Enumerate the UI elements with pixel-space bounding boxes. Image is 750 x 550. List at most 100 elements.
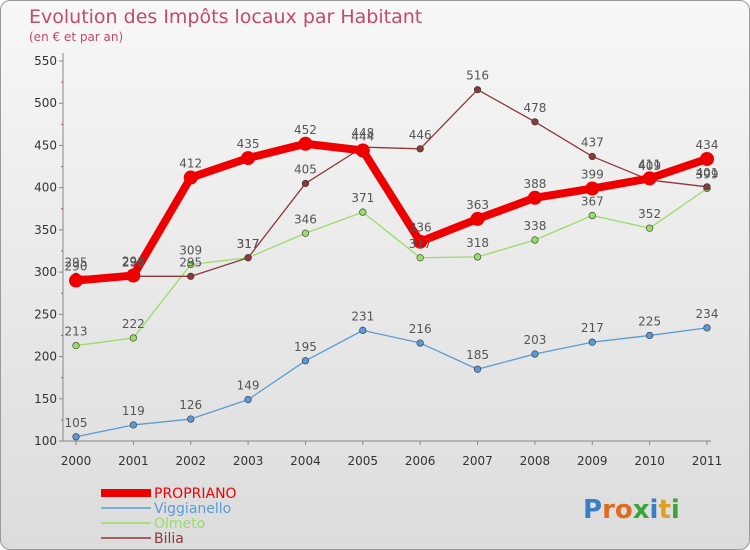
data-label: 119 (122, 404, 145, 418)
data-label: 317 (237, 237, 260, 251)
data-point (642, 171, 657, 186)
data-point (187, 272, 195, 280)
data-label: 336 (409, 221, 432, 235)
data-point (355, 143, 370, 158)
x-tick-label: 2006 (405, 454, 436, 468)
data-label: 105 (65, 416, 88, 430)
y-tick-label: 500 (34, 96, 57, 110)
data-point (301, 357, 310, 365)
data-point (241, 151, 256, 166)
data-point (646, 224, 654, 232)
data-point (646, 331, 654, 340)
data-label: 412 (179, 157, 202, 171)
data-label: 516 (466, 69, 489, 83)
x-tick-label: 2011 (692, 454, 723, 468)
logo-letter: i (650, 495, 659, 525)
data-label: 352 (638, 207, 661, 221)
data-point (183, 170, 198, 185)
series-viggianello (72, 324, 711, 441)
x-tick-label: 2000 (61, 454, 92, 468)
data-point (588, 152, 596, 161)
x-tick-label: 2002 (175, 454, 206, 468)
data-label: 149 (237, 379, 260, 393)
data-label: 434 (696, 138, 719, 152)
y-tick-label: 400 (34, 181, 57, 195)
data-label: 185 (466, 348, 489, 362)
logo-letter: P (583, 495, 602, 525)
data-point (187, 415, 195, 423)
data-point (473, 253, 482, 261)
data-point (588, 338, 596, 346)
data-label: 203 (523, 333, 546, 347)
series-line (76, 89, 708, 277)
data-label: 444 (351, 130, 374, 144)
data-label: 371 (351, 191, 374, 205)
legend-entry: PROPRIANO (154, 486, 237, 502)
y-tick-label: 100 (34, 434, 57, 448)
legend-entry: Olmeto (154, 516, 205, 532)
x-tick-label: 2010 (634, 454, 665, 468)
data-label: 295 (179, 255, 202, 269)
data-label: 452 (294, 123, 317, 137)
data-point (473, 86, 482, 94)
data-label: 399 (696, 168, 719, 182)
data-label: 317 (409, 237, 432, 251)
data-point (187, 260, 195, 269)
data-point (703, 183, 711, 191)
logo-letter: o (615, 495, 633, 525)
data-label: 234 (696, 307, 719, 321)
x-tick-label: 2003 (233, 454, 264, 468)
x-tick-label: 2007 (462, 454, 493, 468)
y-tick-label: 550 (34, 54, 57, 68)
data-point (416, 339, 424, 347)
data-point (301, 179, 310, 188)
data-label: 216 (409, 322, 432, 336)
data-label: 448 (351, 126, 374, 140)
chart-title: Evolution des Impôts locaux par Habitant (29, 6, 422, 28)
proxiti-logo: Proxiti (583, 495, 680, 525)
data-point (359, 326, 367, 334)
data-label: 222 (122, 317, 145, 331)
series-line (75, 139, 709, 285)
data-point (531, 118, 539, 126)
data-point (244, 396, 252, 404)
data-label: 437 (581, 135, 604, 149)
data-labels: 105 119 126 149 195 231 216 185 203 217 225 234 213 2… (65, 69, 719, 430)
data-label: 295 (65, 255, 88, 269)
data-label: 446 (409, 128, 432, 142)
x-tick-label: 2005 (348, 454, 379, 468)
data-label: 363 (466, 198, 489, 212)
data-label: 290 (65, 260, 88, 274)
data-point (72, 433, 80, 441)
data-label: 401 (696, 166, 719, 180)
data-point (72, 341, 80, 350)
data-point (301, 229, 310, 237)
x-tick-label: 2004 (290, 454, 321, 468)
logo-letter: t (658, 495, 670, 525)
y-tick-label: 150 (34, 392, 57, 406)
data-point (531, 236, 539, 244)
data-label: 367 (581, 195, 604, 209)
data-point (129, 334, 137, 342)
data-label: 346 (294, 212, 317, 226)
y-tick-label: 200 (34, 350, 57, 364)
data-point (527, 190, 542, 205)
y-tick-label: 350 (34, 223, 57, 237)
data-point (69, 273, 83, 288)
data-point (416, 254, 424, 262)
y-tick-label: 250 (34, 307, 57, 321)
data-point (700, 151, 714, 166)
y-tick-label: 450 (34, 138, 57, 152)
data-point (470, 211, 485, 226)
data-label: 435 (237, 137, 260, 151)
data-label: 388 (523, 177, 546, 191)
data-label: 225 (638, 314, 661, 328)
data-point (126, 268, 141, 283)
data-label: 409 (638, 159, 661, 173)
data-point (129, 421, 137, 429)
data-label: 317 (237, 237, 260, 251)
data-label: 126 (179, 398, 202, 412)
